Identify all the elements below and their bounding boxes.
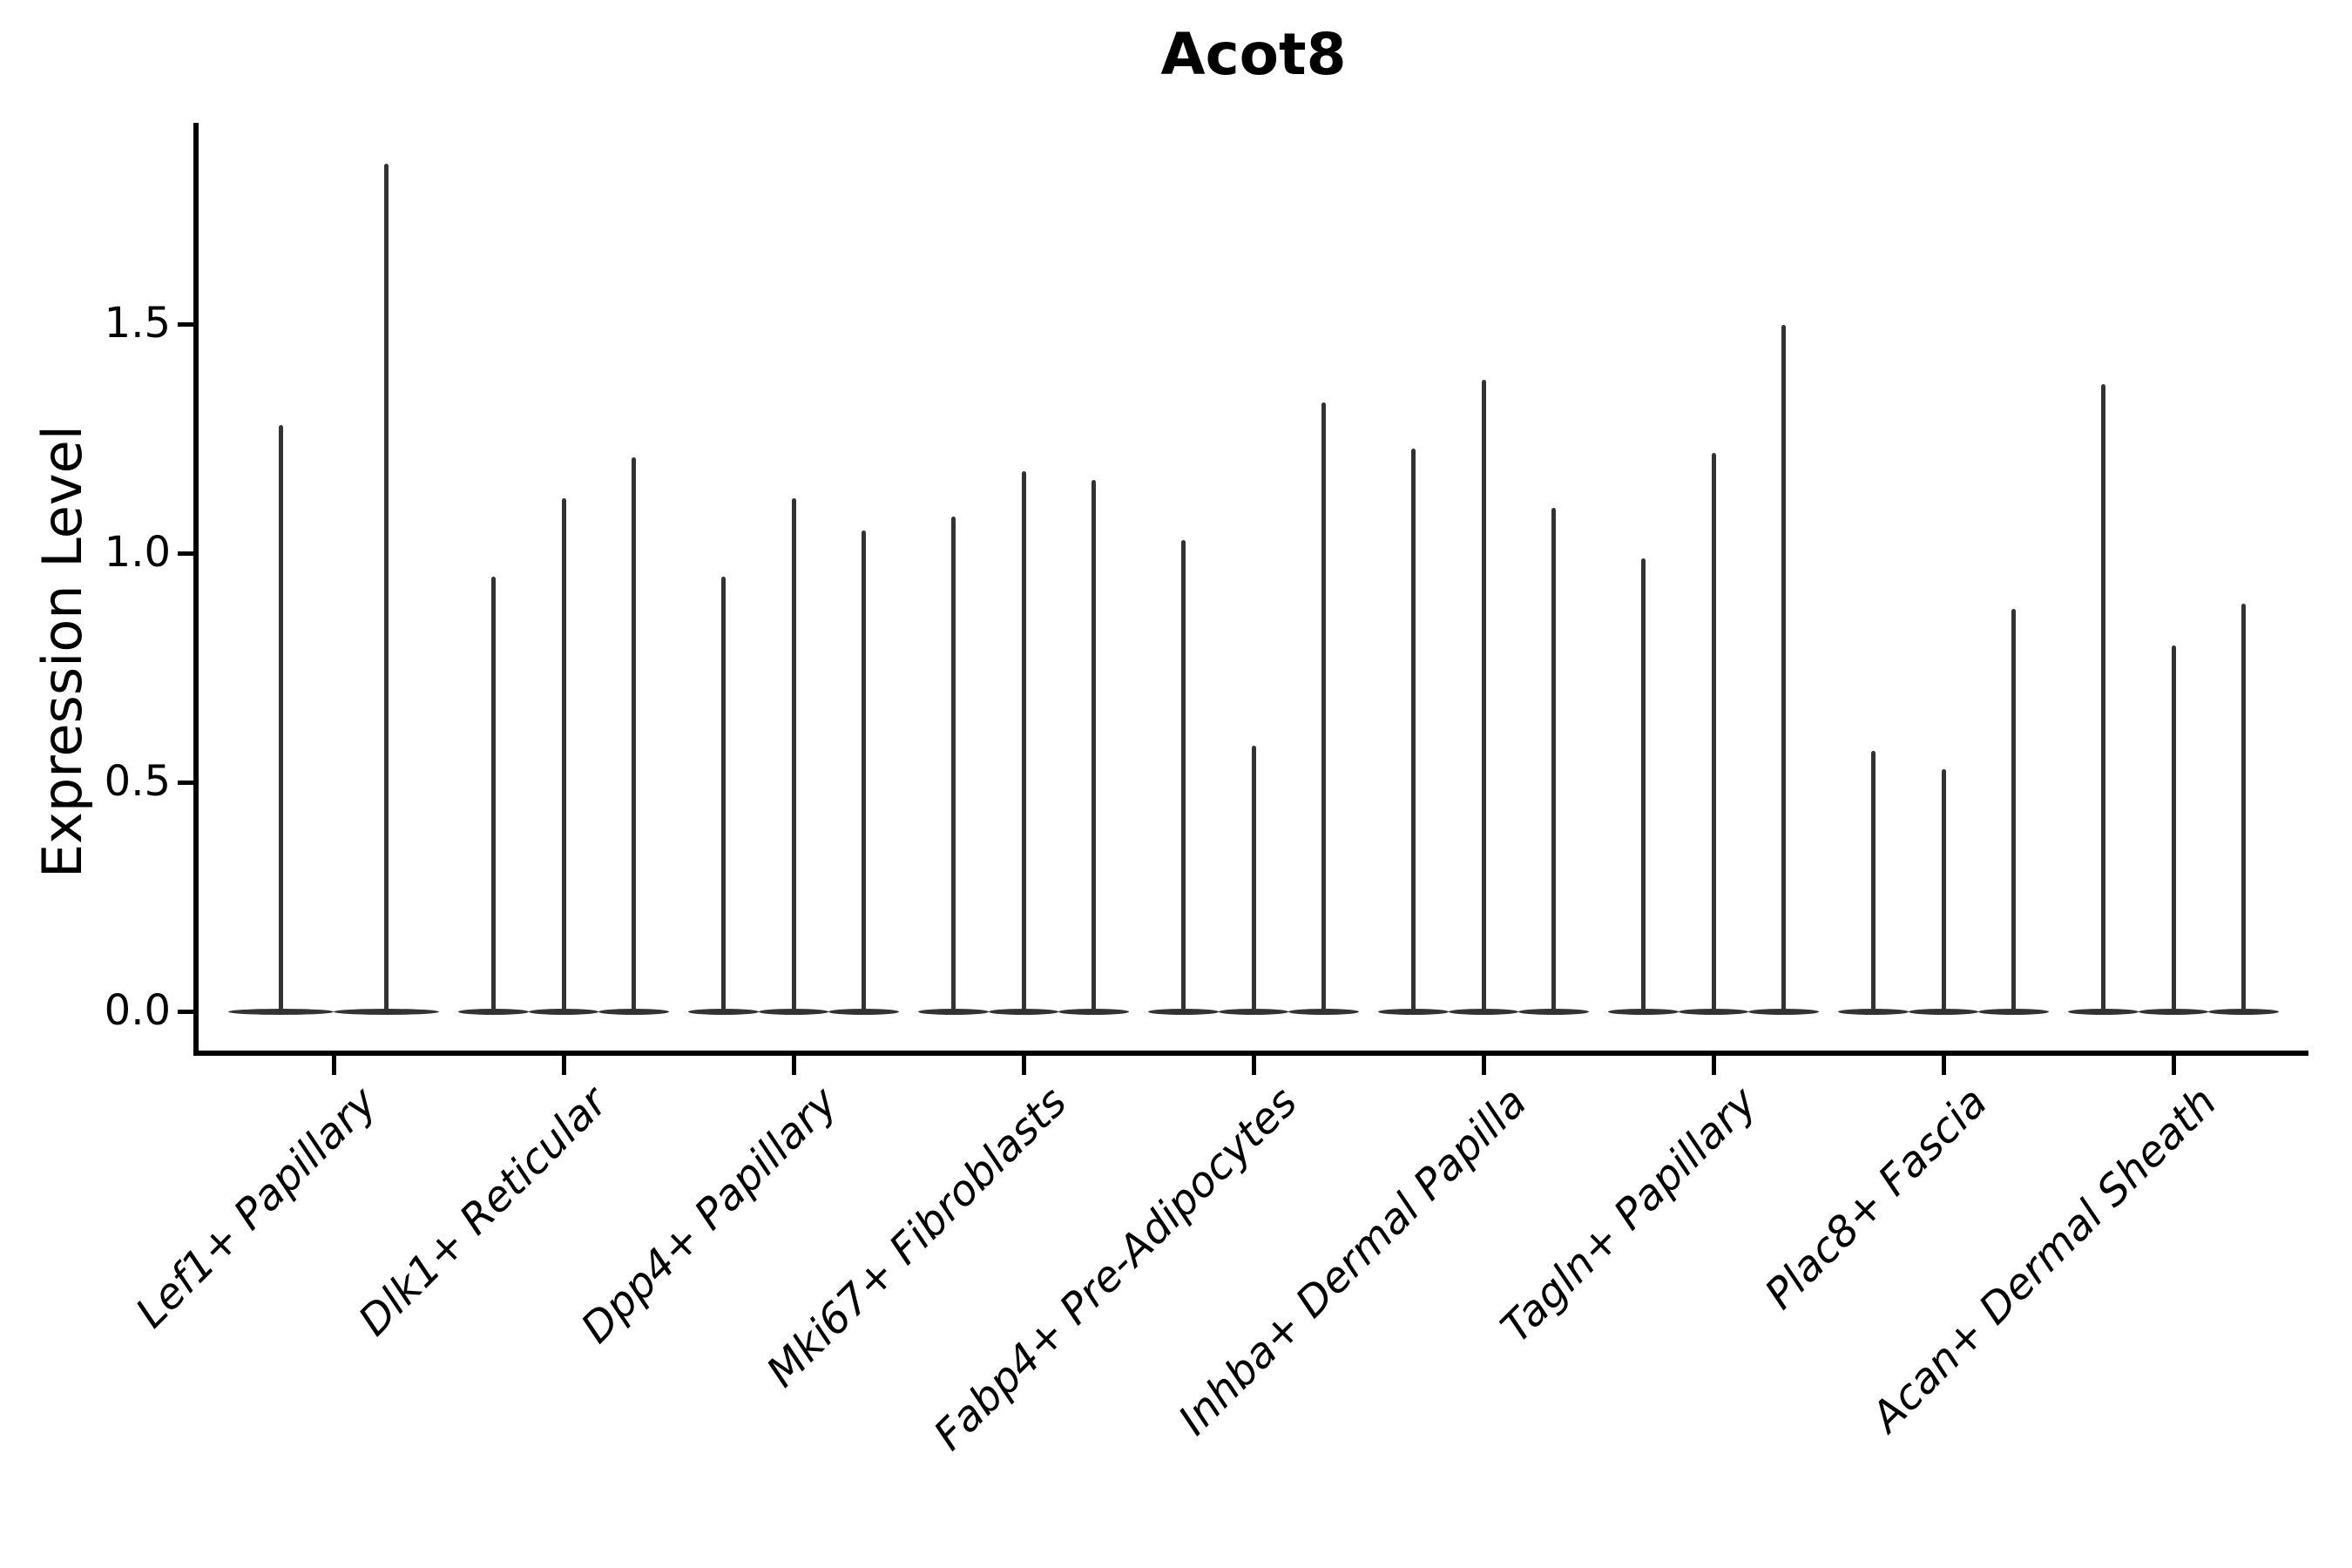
x-tick-label: Tagln+ Papillary (1491, 1078, 1767, 1353)
violin-spike (1640, 558, 1646, 1012)
x-tick-mark (561, 1056, 566, 1075)
violin-base (1378, 1009, 1449, 1015)
y-tick-label: 0.0 (104, 985, 171, 1035)
violin-base (1518, 1009, 1589, 1015)
x-tick-label: Dpp4+ Papillary (571, 1078, 847, 1353)
violin-base (2208, 1009, 2279, 1015)
violin-spike (1092, 480, 1097, 1012)
x-tick-mark (791, 1056, 796, 1075)
violin-base (458, 1009, 529, 1015)
x-tick-label: Lef1+ Papillary (126, 1078, 387, 1338)
violin-base (828, 1009, 899, 1015)
violin-base (1058, 1009, 1129, 1015)
violin-base (688, 1009, 759, 1015)
x-tick-mark (1941, 1056, 1946, 1075)
x-tick-mark (1251, 1056, 1256, 1075)
violin-spike (1711, 452, 1716, 1012)
violin-spike (1321, 402, 1327, 1012)
violin-spike (279, 425, 283, 1012)
violin-spike (2241, 604, 2247, 1012)
violin-spike (1781, 324, 1787, 1012)
y-tick-mark (178, 551, 194, 556)
violin-spike (561, 498, 566, 1012)
x-tick-mark (2171, 1056, 2176, 1075)
y-tick-mark (178, 781, 194, 785)
violin-base (1448, 1009, 1519, 1015)
violin-spike (2011, 608, 2017, 1012)
violin-base (1908, 1009, 1979, 1015)
y-tick-label: 1.0 (104, 527, 171, 577)
y-axis-spine (193, 123, 199, 1056)
violin-spike (2100, 383, 2105, 1012)
violin-spike (1941, 768, 1946, 1012)
violin-base (988, 1009, 1059, 1015)
chart-title: Acot8 (1160, 21, 1347, 88)
x-tick-label: Dlk1+ Reticular (348, 1078, 617, 1346)
violin-base (2138, 1009, 2209, 1015)
violin-spike (1410, 448, 1416, 1012)
violin-base (1838, 1009, 1909, 1015)
x-tick-mark (1481, 1056, 1486, 1075)
violin-spike (950, 517, 956, 1012)
x-tick-mark (1711, 1056, 1716, 1075)
violin-base (1218, 1009, 1289, 1015)
violin-spike (1870, 750, 1876, 1012)
y-axis-label: Expression Level (30, 425, 94, 878)
violin-spike (1481, 379, 1486, 1012)
violin-spike (1551, 507, 1557, 1012)
y-tick-mark (178, 1010, 194, 1014)
x-tick-mark (1021, 1056, 1026, 1075)
x-axis-spine (193, 1051, 2308, 1056)
violin-spike (2171, 645, 2176, 1012)
violin-spike (1021, 470, 1026, 1012)
violin-base (1288, 1009, 1359, 1015)
violin-spike (862, 531, 867, 1012)
y-tick-label: 0.5 (104, 756, 171, 806)
violin-base (1748, 1009, 1819, 1015)
violin-spike (384, 164, 389, 1012)
violin-spike (1251, 746, 1256, 1012)
violin-base (1608, 1009, 1679, 1015)
x-tick-label: Plac8+ Fascia (1755, 1078, 1997, 1319)
violin-base (1978, 1009, 2049, 1015)
violin-base (334, 1009, 439, 1015)
violin-base (758, 1009, 829, 1015)
violin-base (598, 1009, 669, 1015)
y-tick-mark (178, 322, 194, 327)
violin-spike (791, 498, 796, 1012)
y-tick-label: 1.5 (104, 298, 171, 348)
x-tick-mark (331, 1056, 336, 1075)
violin-base (528, 1009, 599, 1015)
violin-spike (490, 576, 496, 1012)
violin-base (1678, 1009, 1749, 1015)
violin-base (228, 1009, 334, 1015)
violin-base (2068, 1009, 2139, 1015)
violin-spike (632, 457, 637, 1012)
violin-base (1148, 1009, 1219, 1015)
violin-spike (1180, 539, 1186, 1012)
violin-spike (720, 576, 726, 1012)
violin-base (918, 1009, 989, 1015)
